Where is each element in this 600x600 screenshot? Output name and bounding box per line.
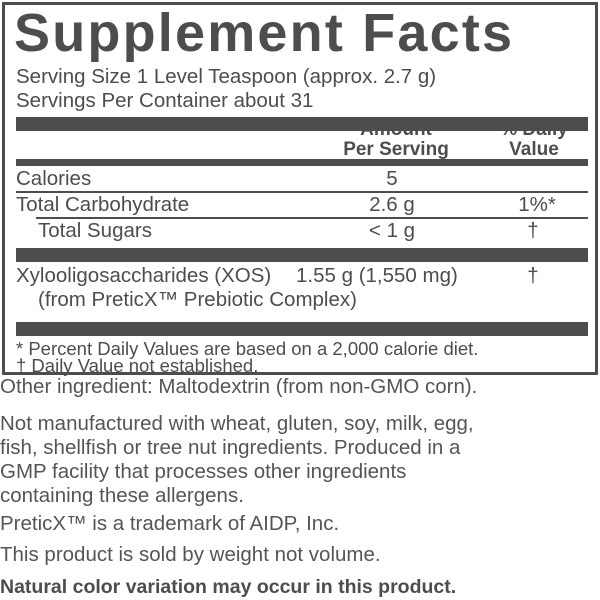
row-xos-amount: 1.55 g (1,550 mg) bbox=[296, 264, 458, 287]
row-calories-name: Calories bbox=[16, 167, 92, 190]
dv-header-line2: Value bbox=[509, 139, 559, 160]
divider-thick bbox=[16, 117, 588, 131]
amount-header-line2: Per Serving bbox=[343, 139, 449, 160]
supplement-facts-panel bbox=[2, 2, 598, 375]
divider-thin bbox=[36, 217, 588, 219]
color-variation-note: Natural color variation may occur in thi… bbox=[0, 576, 457, 598]
servings-per-container: Servings Per Container about 31 bbox=[16, 89, 314, 112]
row-carb-dv: 1%* bbox=[518, 193, 556, 216]
daily-value-header: % Daily Value bbox=[500, 120, 568, 160]
footnote-percent-dv: * Percent Daily Values are based on a 2,… bbox=[16, 338, 479, 359]
divider-thin bbox=[16, 191, 588, 193]
row-sugars-name: Total Sugars bbox=[38, 219, 152, 242]
row-xos-source: (from PreticX™ Prebiotic Complex) bbox=[38, 288, 357, 311]
dv-header-line1: % Daily bbox=[500, 119, 568, 140]
footnote-dv-not-established: † Daily Value not established. bbox=[16, 355, 259, 376]
divider-medium bbox=[16, 159, 588, 166]
row-xos-name: Xylooligosaccharides (XOS) bbox=[16, 264, 272, 287]
serving-size: Serving Size 1 Level Teaspoon (approx. 2… bbox=[16, 65, 437, 88]
allergen-line: Not manufactured with wheat, gluten, soy… bbox=[0, 412, 474, 435]
other-ingredient: Other ingredient: Maltodextrin (from non… bbox=[0, 375, 478, 398]
allergen-line: fish, shellfish or tree nut ingredients.… bbox=[0, 436, 461, 459]
row-carb-amount: 2.6 g bbox=[369, 193, 415, 216]
row-xos-dv: † bbox=[527, 264, 539, 287]
row-sugars-amount: < 1 g bbox=[368, 219, 416, 242]
divider-thick bbox=[16, 248, 588, 262]
divider-thick bbox=[16, 322, 588, 336]
row-calories-amount: 5 bbox=[386, 167, 398, 190]
allergen-line: containing these allergens. bbox=[0, 484, 244, 507]
weight-note: This product is sold by weight not volum… bbox=[0, 543, 381, 566]
row-sugars-dv: † bbox=[527, 219, 539, 242]
amount-header-line1: Amount bbox=[360, 119, 432, 140]
panel-title: Supplement Facts bbox=[14, 3, 515, 63]
allergen-line: GMP facility that processes other ingred… bbox=[0, 460, 407, 483]
row-carb-name: Total Carbohydrate bbox=[16, 193, 190, 216]
amount-header: Amount Per Serving bbox=[343, 120, 449, 160]
trademark-note: PreticX™ is a trademark of AIDP, Inc. bbox=[0, 512, 340, 535]
